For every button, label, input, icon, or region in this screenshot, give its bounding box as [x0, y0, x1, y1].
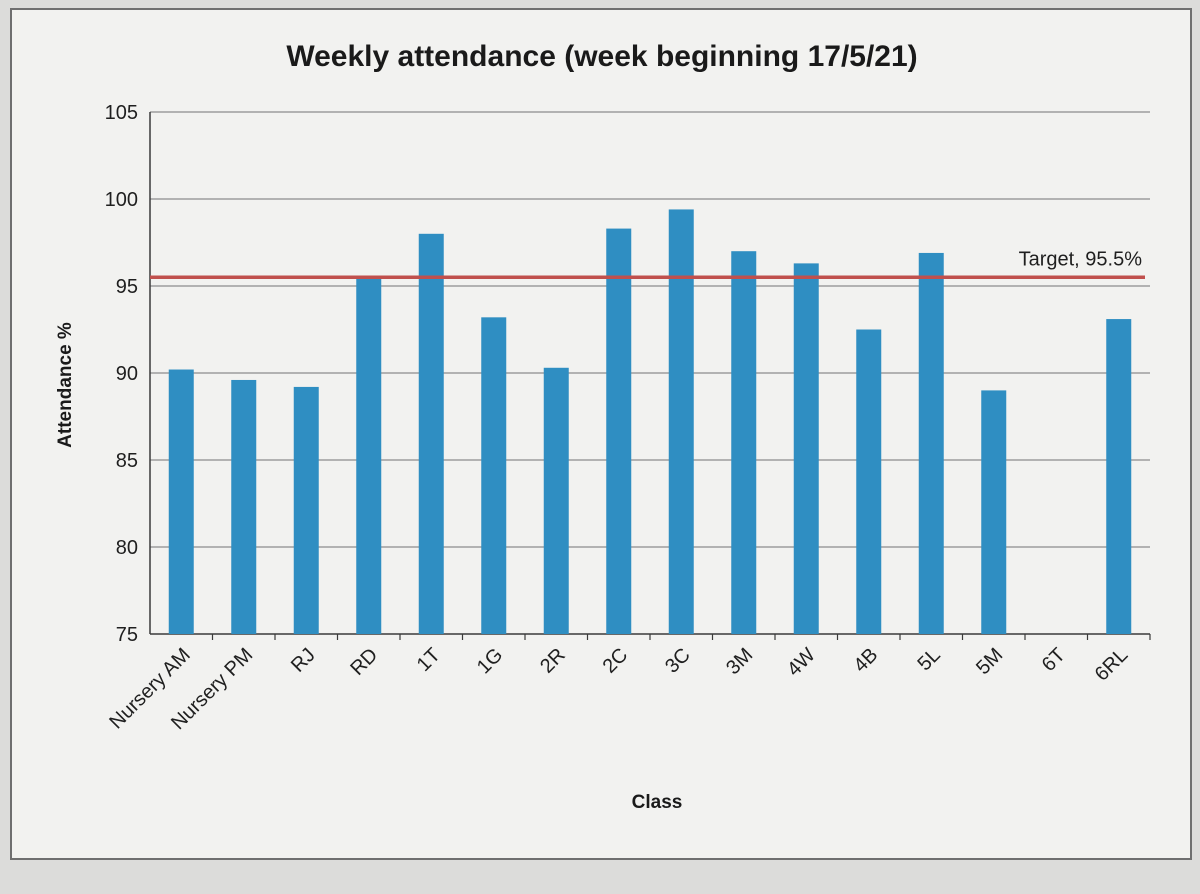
x-tick-label: 6T [1038, 644, 1070, 676]
y-tick-label: 105 [105, 102, 138, 124]
bar [356, 277, 382, 634]
target-line-label: Target, 95.5% [1019, 248, 1143, 270]
x-tick-label: 3M [722, 644, 757, 679]
x-tick-label: 4W [783, 644, 820, 681]
bar [668, 209, 694, 634]
x-tick-label: 2R [536, 644, 570, 678]
bar [293, 386, 319, 634]
x-tick-label: 1T [413, 644, 445, 676]
bar [168, 369, 194, 634]
bar [856, 329, 882, 634]
y-axis-label: Attendance % [55, 322, 76, 448]
x-tick-label: 4B [849, 644, 882, 677]
y-tick-label: 95 [116, 276, 138, 298]
x-axis-label: Class [631, 792, 683, 813]
x-tick-label: RD [346, 644, 382, 680]
bar [1106, 319, 1132, 634]
y-tick-label: 75 [116, 624, 138, 646]
bar [793, 263, 819, 634]
bar [606, 228, 632, 634]
x-tick-label: 1G [473, 644, 507, 678]
bar [543, 367, 569, 634]
bar [481, 317, 507, 634]
bar [981, 390, 1007, 634]
x-tick-label: 5L [913, 644, 944, 675]
y-tick-label: 90 [116, 363, 138, 385]
x-tick-label: 6RL [1091, 644, 1133, 686]
bar [731, 251, 757, 634]
chart-title: Weekly attendance (week beginning 17/5/2… [286, 40, 918, 73]
bar [918, 252, 944, 634]
x-tick-label: RJ [287, 644, 320, 677]
y-tick-label: 100 [105, 189, 138, 211]
y-tick-label: 85 [116, 450, 138, 472]
x-tick-label: 3C [661, 644, 695, 678]
x-tick-label: 2C [599, 644, 633, 678]
bar [231, 379, 257, 634]
bar [418, 233, 444, 635]
y-tick-label: 80 [116, 537, 138, 559]
x-tick-label: 5M [972, 644, 1007, 679]
